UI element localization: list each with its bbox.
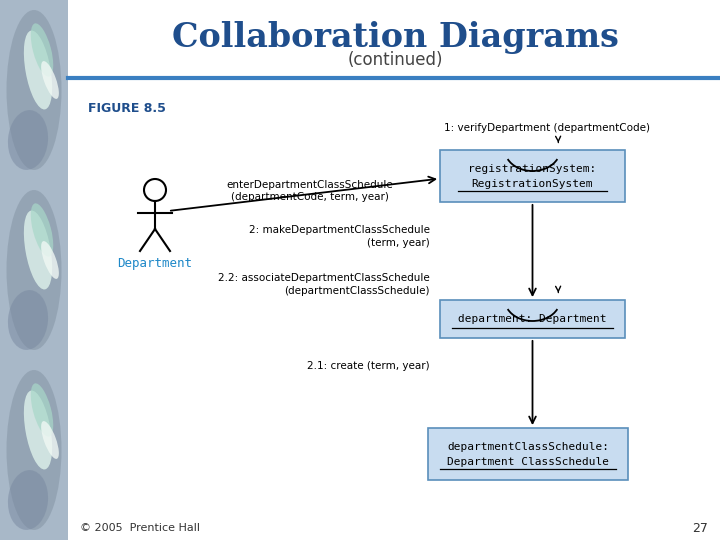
Text: departmentClassSchedule:: departmentClassSchedule: bbox=[447, 442, 609, 452]
Text: (term, year): (term, year) bbox=[367, 238, 430, 248]
Text: Collaboration Diagrams: Collaboration Diagrams bbox=[171, 22, 618, 55]
Ellipse shape bbox=[24, 31, 52, 110]
Text: (departmentClassSchedule): (departmentClassSchedule) bbox=[284, 286, 430, 296]
Text: 2.2: associateDepartmentClassSchedule: 2.2: associateDepartmentClassSchedule bbox=[218, 273, 430, 283]
FancyBboxPatch shape bbox=[428, 428, 628, 480]
Text: 2.1: create (term, year): 2.1: create (term, year) bbox=[307, 361, 430, 371]
Ellipse shape bbox=[31, 383, 53, 437]
FancyBboxPatch shape bbox=[440, 300, 625, 338]
Ellipse shape bbox=[24, 211, 52, 289]
Text: © 2005  Prentice Hall: © 2005 Prentice Hall bbox=[80, 523, 200, 533]
Ellipse shape bbox=[6, 370, 61, 530]
Ellipse shape bbox=[8, 110, 48, 170]
Ellipse shape bbox=[6, 10, 61, 170]
Text: Department: Department bbox=[117, 257, 192, 270]
Ellipse shape bbox=[41, 61, 59, 99]
Ellipse shape bbox=[6, 190, 61, 350]
Ellipse shape bbox=[41, 421, 59, 459]
Ellipse shape bbox=[31, 23, 53, 77]
Text: Department ClassSchedule: Department ClassSchedule bbox=[447, 457, 609, 467]
Text: 1: verifyDepartment (departmentCode): 1: verifyDepartment (departmentCode) bbox=[444, 123, 650, 133]
Ellipse shape bbox=[24, 390, 52, 469]
Text: registrationSystem:: registrationSystem: bbox=[469, 164, 597, 174]
Text: enterDepartmentClassSchedule: enterDepartmentClassSchedule bbox=[227, 180, 393, 190]
Text: department: Department: department: Department bbox=[458, 314, 607, 324]
Bar bbox=[0, 0, 68, 540]
Text: 2: makeDepartmentClassSchedule: 2: makeDepartmentClassSchedule bbox=[249, 225, 430, 235]
Ellipse shape bbox=[8, 470, 48, 530]
Ellipse shape bbox=[41, 241, 59, 279]
FancyBboxPatch shape bbox=[440, 150, 625, 202]
Text: RegistrationSystem: RegistrationSystem bbox=[472, 179, 593, 189]
Text: 27: 27 bbox=[692, 522, 708, 535]
Text: FIGURE 8.5: FIGURE 8.5 bbox=[88, 102, 166, 114]
Text: (continued): (continued) bbox=[347, 51, 443, 69]
Ellipse shape bbox=[31, 204, 53, 256]
Text: (departmentCode, term, year): (departmentCode, term, year) bbox=[231, 192, 389, 202]
Ellipse shape bbox=[8, 290, 48, 350]
